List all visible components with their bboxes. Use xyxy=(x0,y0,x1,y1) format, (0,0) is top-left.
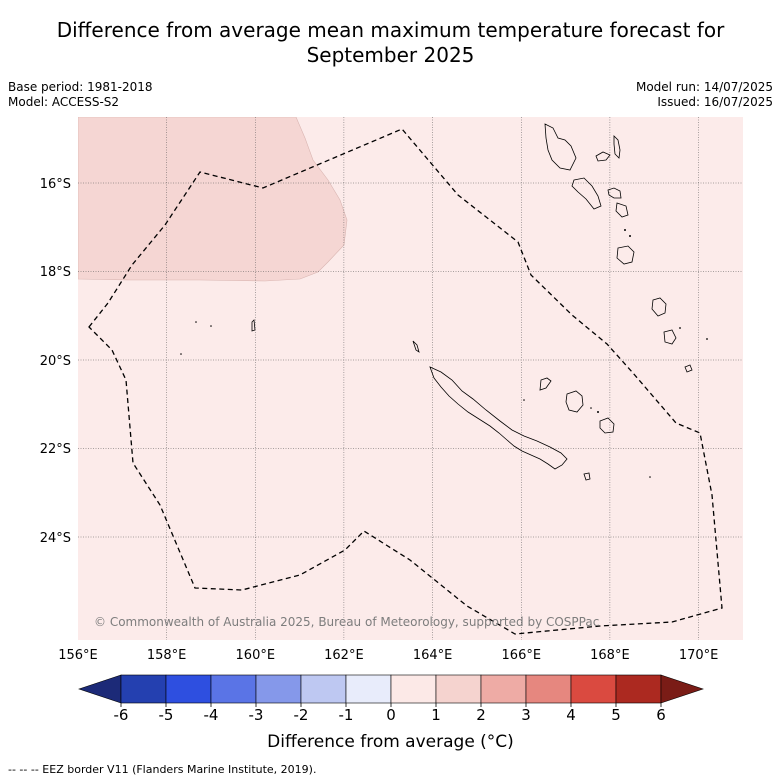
lon-label-166: 166°E xyxy=(502,648,542,663)
efate xyxy=(615,202,629,218)
coastlines xyxy=(180,123,708,481)
title-line-2: September 2025 xyxy=(306,43,475,67)
colorbar-tick-label: 6 xyxy=(656,706,666,724)
colorbar-segment xyxy=(345,674,392,704)
longitude-labels: 156°E 158°E 160°E 162°E 164°E 166°E 168°… xyxy=(58,648,718,663)
lat-label-24s: 24°S xyxy=(40,531,71,546)
colorbar-tick-label: 4 xyxy=(566,706,576,724)
graticule xyxy=(78,117,743,640)
lat-label-20s: 20°S xyxy=(40,354,71,369)
map-title: Difference from average mean maximum tem… xyxy=(0,18,781,68)
colorbar-segment xyxy=(570,674,617,704)
warm-anomaly-region xyxy=(78,117,348,282)
model-name: Model: ACCESS-S2 xyxy=(8,95,120,109)
islet-5 xyxy=(706,338,708,340)
lon-label-170: 170°E xyxy=(679,648,719,663)
colorbar-segment xyxy=(210,674,257,704)
ile-des-pins xyxy=(583,472,591,481)
tanna xyxy=(651,297,667,317)
belep-islands xyxy=(412,340,420,353)
colorbar-tick-label: 1 xyxy=(431,706,441,724)
colorbar-tick-label: -2 xyxy=(294,706,309,724)
lon-label-158: 158°E xyxy=(147,648,187,663)
colorbar-tick-label: 3 xyxy=(521,706,531,724)
colorbar-extend-low xyxy=(78,674,122,704)
islet-6 xyxy=(679,327,681,329)
colorbar-title: Difference from average (°C) xyxy=(267,732,514,752)
matthew-island xyxy=(684,364,693,373)
aneityum xyxy=(663,329,677,345)
colorbar-tick-label: -6 xyxy=(114,706,129,724)
issued-date: Issued: 16/07/2025 xyxy=(657,95,773,109)
map-metadata-right: Model run: 14/07/2025 Issued: 16/07/2025 xyxy=(636,80,773,110)
malakula xyxy=(571,177,602,210)
islet-9 xyxy=(597,411,599,413)
chesterfield-reef xyxy=(251,319,256,332)
islet-1 xyxy=(195,321,197,323)
lon-label-164: 164°E xyxy=(413,648,453,663)
epi-island xyxy=(607,187,622,199)
lon-label-156: 156°E xyxy=(58,648,98,663)
pentecost xyxy=(613,135,621,159)
colorbar-tick-label: 5 xyxy=(611,706,621,724)
colorbar-tick-label: -3 xyxy=(249,706,264,724)
mare-island xyxy=(599,417,615,434)
islet-7 xyxy=(624,229,626,231)
colorbar-tick-label: 0 xyxy=(386,706,396,724)
islet-2 xyxy=(180,353,182,355)
colorbar-segment xyxy=(615,674,662,704)
ambae xyxy=(595,151,611,162)
lat-label-18s: 18°S xyxy=(40,265,71,280)
islet-11 xyxy=(523,399,525,401)
lon-label-160: 160°E xyxy=(236,648,276,663)
model-run: Model run: 14/07/2025 xyxy=(635,80,773,94)
colorbar: -6 -5 -4 -3 -2 -1 0 1 2 3 4 5 6 xyxy=(78,674,704,724)
colorbar-tick-label: -5 xyxy=(159,706,174,724)
islet-4 xyxy=(649,476,651,478)
colorbar-segment xyxy=(390,674,437,704)
colorbar-segment xyxy=(300,674,347,704)
erromango xyxy=(616,245,635,265)
islet-8 xyxy=(629,235,631,237)
copyright-notice: © Commonwealth of Australia 2025, Bureau… xyxy=(94,615,599,629)
latitude-labels: 16°S 18°S 20°S 22°S 24°S xyxy=(40,177,71,546)
eez-legend-note: -- -- -- EEZ border V11 (Flanders Marine… xyxy=(8,763,317,776)
espiritu-santo xyxy=(544,123,577,171)
base-period: Base period: 1981-2018 xyxy=(8,80,153,94)
islet-3 xyxy=(210,325,212,327)
lon-label-162: 162°E xyxy=(324,648,364,663)
colorbar-segment xyxy=(120,674,167,704)
map-metadata-left: Base period: 1981-2018 Model: ACCESS-S2 xyxy=(8,80,153,110)
map-panel: © Commonwealth of Australia 2025, Bureau… xyxy=(78,117,743,640)
lat-label-16s: 16°S xyxy=(40,177,71,192)
colorbar-segment xyxy=(435,674,482,704)
new-caledonia-island xyxy=(429,366,568,470)
lon-label-168: 168°E xyxy=(590,648,630,663)
colorbar-segment xyxy=(165,674,212,704)
colorbar-tick-label: 2 xyxy=(476,706,486,724)
title-line-1: Difference from average mean maximum tem… xyxy=(56,18,725,42)
eez-border xyxy=(88,128,723,635)
colorbar-tick-label: -4 xyxy=(204,706,219,724)
colorbar-segment xyxy=(480,674,527,704)
ouvea-island xyxy=(539,377,552,391)
colorbar-segment xyxy=(255,674,302,704)
islet-10 xyxy=(590,407,592,409)
lifou-island xyxy=(565,390,584,413)
colorbar-extend-high xyxy=(660,674,704,704)
lat-label-22s: 22°S xyxy=(40,442,71,457)
colorbar-tick-label: -1 xyxy=(339,706,354,724)
colorbar-segment xyxy=(525,674,572,704)
